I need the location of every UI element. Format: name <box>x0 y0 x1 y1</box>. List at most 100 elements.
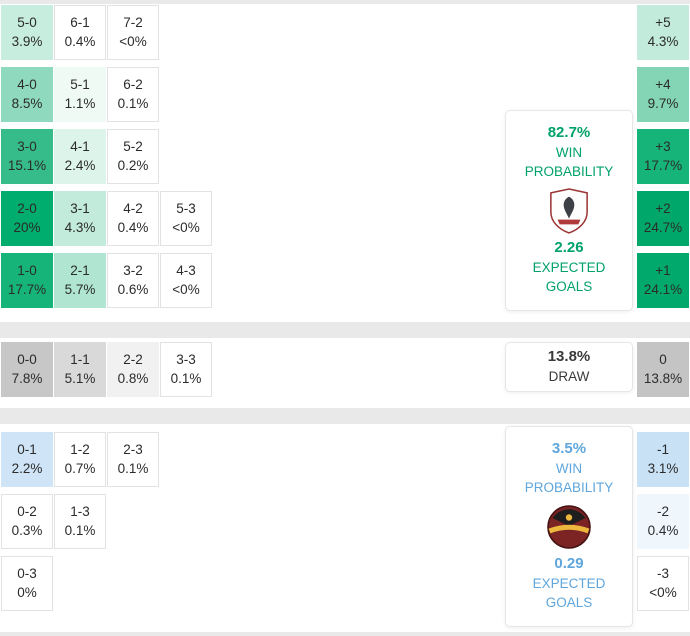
scoreline: 7-2 <box>123 15 143 31</box>
score-cell-1-2: 1-2 0.7% <box>54 432 106 487</box>
scoreline: 1-1 <box>70 352 90 368</box>
scoreline: 1-3 <box>70 504 90 520</box>
score-cell-2-3: 2-3 0.1% <box>107 432 159 487</box>
goal-diff: 0 <box>659 352 667 368</box>
home-expected-goals-value: 2.26 <box>554 238 584 256</box>
score-cell-4-2: 4-2 0.4% <box>107 191 159 246</box>
goal-diff: +4 <box>655 77 671 93</box>
home-win-probability-value: 82.7% <box>547 124 591 141</box>
diff-cell-minus-3: -3 <0% <box>637 556 689 611</box>
scoreline: 0-0 <box>17 352 37 368</box>
score-cell-1-0: 1-0 17.7% <box>1 253 53 308</box>
cell-row: 0-2 0.3% 1-3 0.1% <box>1 494 159 549</box>
cell-row: +2 24.7% <box>637 191 689 246</box>
scoreline: 5-0 <box>17 15 37 31</box>
scoreline: 2-1 <box>70 263 90 279</box>
score-cell-5-0: 5-0 3.9% <box>1 5 53 60</box>
score-cell-0-3: 0-3 0% <box>1 556 53 611</box>
home-expected-goals-label: EXPECTED GOALS <box>532 260 606 295</box>
away-win-panel: 3.5% WIN PROBABILITY 0.29 EXPECTED GOALS <box>505 426 633 627</box>
probability: 0.1% <box>170 371 202 386</box>
cell-row: +1 24.1% <box>637 253 689 308</box>
probability: 0.6% <box>117 282 149 297</box>
diff-cell-plus-1: +1 24.1% <box>637 253 689 308</box>
home-score-grid: 5-0 3.9% 6-1 0.4% 7-2 <0% 4-0 8.5% 5-1 1.1% 6-2 0.1… <box>1 5 212 308</box>
scoreline: 4-2 <box>123 201 143 217</box>
home-goal-diff-column: +5 4.3% +4 9.7% +3 17.7% +2 24.7% +1 24.1% <box>637 5 689 308</box>
probability: 5.1% <box>64 371 96 386</box>
home-team-crest-icon <box>550 187 588 234</box>
away-goal-diff-column: -1 3.1% -2 0.4% -3 <0% <box>637 432 689 611</box>
probability: 0.3% <box>11 523 43 538</box>
cell-row: -2 0.4% <box>637 494 689 549</box>
probability: 3.9% <box>11 34 43 49</box>
score-cell-6-2: 6-2 0.1% <box>107 67 159 122</box>
scoreline: 6-2 <box>123 77 143 93</box>
probability: <0% <box>119 34 147 49</box>
score-cell-2-2: 2-2 0.8% <box>107 342 159 397</box>
scoreline: 3-0 <box>17 139 37 155</box>
scoreline: 5-3 <box>176 201 196 217</box>
cell-row: +4 9.7% <box>637 67 689 122</box>
scoreline: 6-1 <box>70 15 90 31</box>
probability: 17.7% <box>7 282 47 297</box>
probability: 0.1% <box>64 523 96 538</box>
diff-cell-minus-1: -1 3.1% <box>637 432 689 487</box>
draw-probability-value: 13.8% <box>547 347 591 365</box>
cell-row: +3 17.7% <box>637 129 689 184</box>
scoreline: 1-0 <box>17 263 37 279</box>
probability: 7.8% <box>11 371 43 386</box>
probability: <0% <box>172 220 200 235</box>
cell-row: 0-3 0% <box>1 556 159 611</box>
cell-row: 0-1 2.2% 1-2 0.7% 2-3 0.1% <box>1 432 159 487</box>
probability: 8.5% <box>11 96 43 111</box>
away-team-crest-icon <box>547 504 591 549</box>
home-win-section: 5-0 3.9% 6-1 0.4% 7-2 <0% 4-0 8.5% 5-1 1.1% 6-2 0.1… <box>0 4 690 322</box>
score-cell-0-2: 0-2 0.3% <box>1 494 53 549</box>
scoreline: 2-0 <box>17 201 37 217</box>
score-cell-1-1: 1-1 5.1% <box>54 342 106 397</box>
goal-diff: -1 <box>656 442 669 458</box>
cell-row: 0-0 7.8% 1-1 5.1% 2-2 0.8% 3-3 0.1% <box>1 342 212 397</box>
draw-panel: 13.8% DRAW <box>505 342 633 392</box>
probability: 2.2% <box>11 461 43 476</box>
away-expected-goals-label: EXPECTED GOALS <box>532 576 606 611</box>
home-win-probability-label: WIN PROBABILITY <box>524 145 614 180</box>
scoreline: 4-0 <box>17 77 37 93</box>
scoreline: 2-3 <box>123 442 143 458</box>
probability: 1.1% <box>64 96 96 111</box>
scoreline: 4-3 <box>176 263 196 279</box>
scoreline: 4-1 <box>70 139 90 155</box>
scoreline: 0-1 <box>17 442 37 458</box>
home-team-logo <box>548 186 590 236</box>
scoreline: 0-2 <box>17 504 37 520</box>
draw-goal-diff-column: 0 13.8% <box>637 342 689 397</box>
probability: 24.7% <box>643 220 683 235</box>
probability: 15.1% <box>7 158 47 173</box>
probability: 0.2% <box>117 158 149 173</box>
scoreline: 3-2 <box>123 263 143 279</box>
probability: 9.7% <box>647 96 679 111</box>
probability: 3.1% <box>647 461 679 476</box>
probability: 0.1% <box>117 461 149 476</box>
score-cell-7-2: 7-2 <0% <box>107 5 159 60</box>
score-cell-3-0: 3-0 15.1% <box>1 129 53 184</box>
cell-row: 1-0 17.7% 2-1 5.7% 3-2 0.6% 4-3 <0% <box>1 253 212 308</box>
score-cell-4-1: 4-1 2.4% <box>54 129 106 184</box>
score-cell-3-3: 3-3 0.1% <box>160 342 212 397</box>
score-cell-4-3: 4-3 <0% <box>160 253 212 308</box>
goal-diff: +3 <box>655 139 671 155</box>
scoreline: 1-2 <box>70 442 90 458</box>
away-team-logo <box>546 502 592 552</box>
probability: 0.7% <box>64 461 96 476</box>
cell-row: -3 <0% <box>637 556 689 611</box>
scoreline: 3-1 <box>70 201 90 217</box>
draw-label: DRAW <box>548 368 590 384</box>
probability: 17.7% <box>643 158 683 173</box>
cell-row: 3-0 15.1% 4-1 2.4% 5-2 0.2% <box>1 129 212 184</box>
cell-row: +5 4.3% <box>637 5 689 60</box>
diff-cell-plus-3: +3 17.7% <box>637 129 689 184</box>
probability: 4.3% <box>64 220 96 235</box>
probability: 13.8% <box>643 371 683 386</box>
probability: 0.4% <box>647 523 679 538</box>
